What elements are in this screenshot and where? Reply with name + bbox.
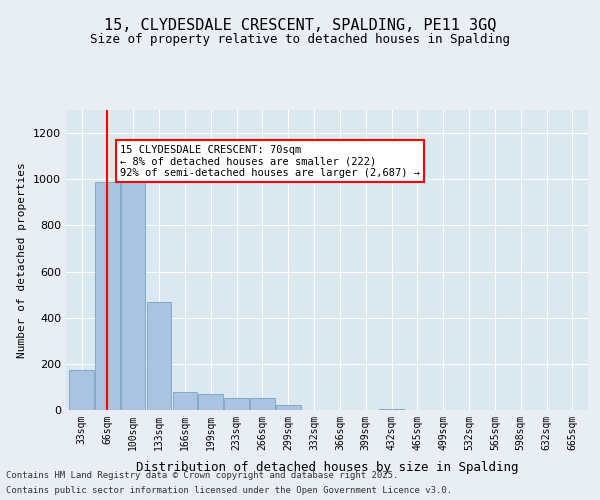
Bar xyxy=(276,406,301,410)
Bar xyxy=(95,182,119,410)
Bar xyxy=(121,174,145,410)
X-axis label: Distribution of detached houses by size in Spalding: Distribution of detached houses by size … xyxy=(136,461,518,474)
Text: 15 CLYDESDALE CRESCENT: 70sqm
← 8% of detached houses are smaller (222)
92% of s: 15 CLYDESDALE CRESCENT: 70sqm ← 8% of de… xyxy=(120,144,420,178)
Text: Contains public sector information licensed under the Open Government Licence v3: Contains public sector information licen… xyxy=(6,486,452,495)
Text: Size of property relative to detached houses in Spalding: Size of property relative to detached ho… xyxy=(90,32,510,46)
Bar xyxy=(147,302,172,410)
Bar xyxy=(224,398,249,410)
Bar xyxy=(69,370,94,410)
Bar xyxy=(173,392,197,410)
Text: Contains HM Land Registry data © Crown copyright and database right 2025.: Contains HM Land Registry data © Crown c… xyxy=(6,471,398,480)
Bar xyxy=(379,409,404,410)
Text: 15, CLYDESDALE CRESCENT, SPALDING, PE11 3GQ: 15, CLYDESDALE CRESCENT, SPALDING, PE11 … xyxy=(104,18,496,32)
Y-axis label: Number of detached properties: Number of detached properties xyxy=(17,162,28,358)
Bar xyxy=(250,398,275,410)
Bar xyxy=(199,394,223,410)
